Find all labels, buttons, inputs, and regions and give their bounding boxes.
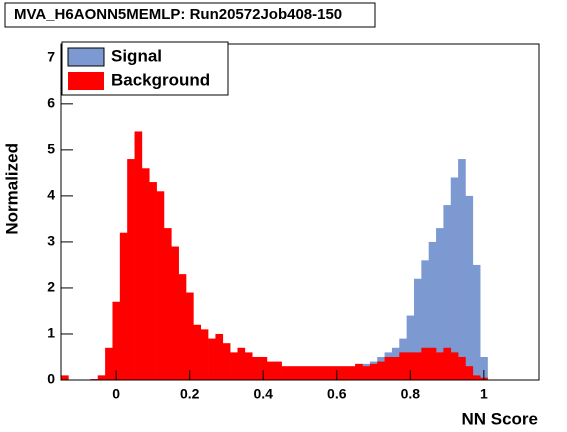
histogram-bar [303,366,312,380]
histogram-bar [193,324,202,380]
histogram-bar [112,301,121,380]
histogram-bar [186,292,194,380]
plot-frame [60,43,540,381]
histogram-bar [311,366,319,380]
histogram-bar [458,356,466,380]
histogram-bar [480,356,488,380]
histogram-bar [443,347,452,380]
x-tick-label: 0.4 [253,386,273,402]
histogram-bar [377,361,385,380]
histogram-bar [230,352,238,380]
histogram-bar [413,352,422,380]
histogram-bar [362,366,371,380]
y-tick-label: 2 [47,279,55,295]
x-tick-label: 0.2 [180,386,200,402]
histogram-bar [369,363,378,380]
histogram-bar [222,343,231,380]
y-tick-label: 6 [47,95,55,111]
histogram-bar [127,159,135,380]
histogram-bar [436,228,444,380]
histogram-bar [355,363,363,380]
y-tick-label: 5 [47,141,55,157]
histogram-bar [428,241,437,380]
legend-swatch [67,47,105,67]
x-tick-label: 1 [480,386,488,402]
x-tick-label: 0 [112,386,120,402]
histogram-bar [149,182,157,380]
histogram-bar [171,246,179,380]
histogram-bar [406,315,415,380]
histogram-bar [443,205,452,380]
histogram-bar [325,366,334,380]
histogram-bar [156,191,165,380]
histogram-bar [119,232,128,380]
histogram-bar [472,264,481,380]
histogram-bar [252,356,260,380]
histogram-bar [105,347,113,380]
histogram-bar [259,356,268,380]
histogram-bar [266,361,275,380]
histogram-bar [274,361,282,380]
histogram-bar [178,274,187,380]
legend-label: Signal [111,46,162,65]
histogram-bar [61,375,69,380]
y-axis-label: Normalized [2,143,21,235]
legend-swatch [68,72,104,90]
histogram-bar [208,338,216,380]
histogram-bar [288,366,297,380]
histogram-bar [134,131,143,380]
histogram-bar [421,260,429,380]
histogram-bar [163,228,172,380]
histogram-bar [97,375,106,380]
histogram-bar [200,329,209,380]
y-tick-label: 7 [47,49,55,65]
x-axis-label: NN Score [461,409,538,428]
histogram-bar [428,347,437,380]
histogram-bar [141,168,150,380]
y-tick-label: 1 [47,325,55,341]
histogram-bar [237,347,246,380]
histogram-bar [340,366,349,380]
histogram-bar [450,177,459,380]
y-tick-label: 0 [47,371,55,387]
histogram-bar [421,347,429,380]
y-tick-label: 4 [47,187,55,203]
x-tick-label: 0.6 [327,386,347,402]
histogram-bar [472,375,481,380]
histogram-bar [215,333,224,380]
x-tick-label: 0.8 [401,386,421,402]
histogram-bar [384,356,393,380]
histogram-bar [406,352,415,380]
chart-title: MVA_H6AONN5MEMLP: Run20572Job408-150 [14,6,342,23]
title-box [4,2,376,28]
histogram-bar [413,278,422,380]
histogram-bar [318,366,327,380]
histogram-bar [347,366,356,380]
histogram-bar [399,352,407,380]
histogram-bar [450,352,459,380]
legend-label: Background [111,70,210,89]
histogram-bar [465,366,474,380]
histogram-bar [281,366,290,380]
histogram-bar [244,352,253,380]
histogram-bar [458,159,466,380]
histogram-bar [296,366,304,380]
histogram-bar [465,195,474,380]
histogram-bar [436,352,444,380]
y-tick-label: 3 [47,233,55,249]
histogram-bar [391,356,400,380]
